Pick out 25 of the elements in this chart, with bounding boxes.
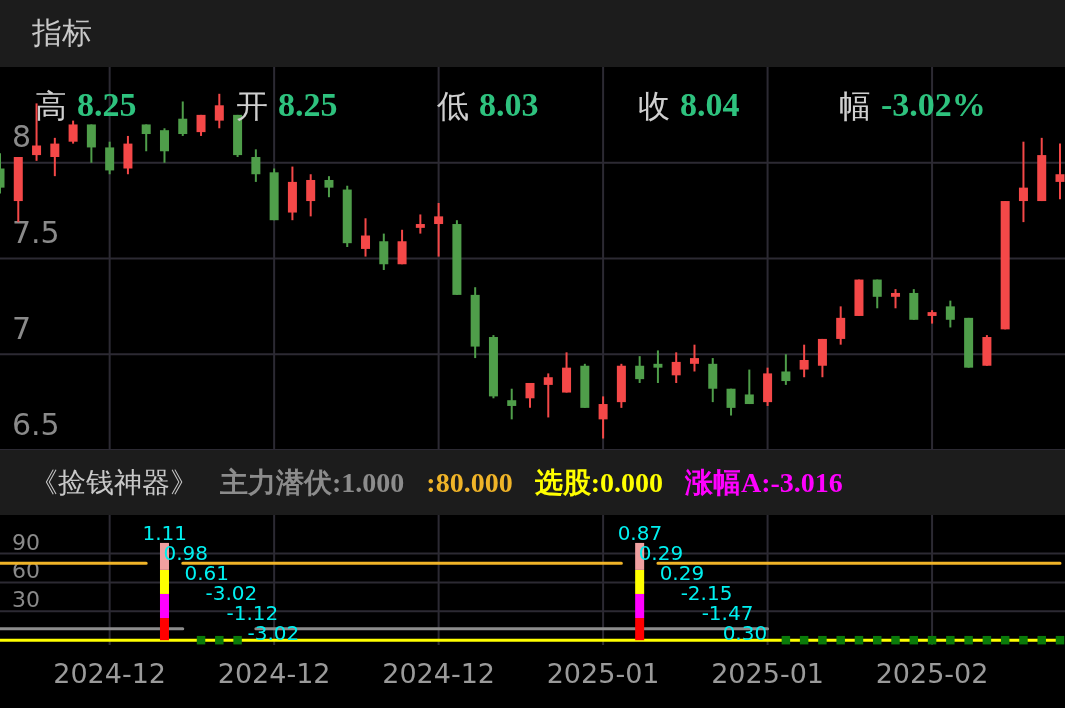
x-tick-label: 2025-02 <box>875 657 989 689</box>
text: 选股:0.000 <box>534 465 663 500</box>
annotation: 收 8.04 <box>638 85 740 125</box>
x-tick-label: 2024-12 <box>382 657 496 689</box>
annotation: 1.11 <box>142 520 188 545</box>
annotation: 幅 -3.02% <box>839 85 986 125</box>
x-tick-label: 2025-01 <box>711 657 824 689</box>
y-tick-label: 8 <box>12 119 32 155</box>
annotation: 开 8.25 <box>236 85 338 125</box>
y-tick-label: 30 <box>12 587 40 613</box>
text: 主力潜伏:1.000 <box>220 465 405 500</box>
x-tick-label: 2025-01 <box>546 657 660 689</box>
text: :80.000 <box>426 466 513 499</box>
y-tick-label: 7.5 <box>12 215 60 250</box>
annotation: 0.87 <box>617 520 663 545</box>
chart-title: 指标 <box>31 14 92 50</box>
x-tick-label: 2024-12 <box>53 657 167 689</box>
y-tick-label: 6.5 <box>12 406 60 442</box>
y-tick-label: 90 <box>12 529 40 555</box>
x-tick-label: 2024-12 <box>217 657 331 689</box>
chart-title: 《捡钱神器》 <box>30 464 198 501</box>
text: 涨幅A:-3.016 <box>684 465 843 500</box>
annotation: 高 8.25 <box>35 85 137 125</box>
y-tick-label: 7 <box>12 310 32 346</box>
annotation: 低 8.03 <box>437 85 539 125</box>
